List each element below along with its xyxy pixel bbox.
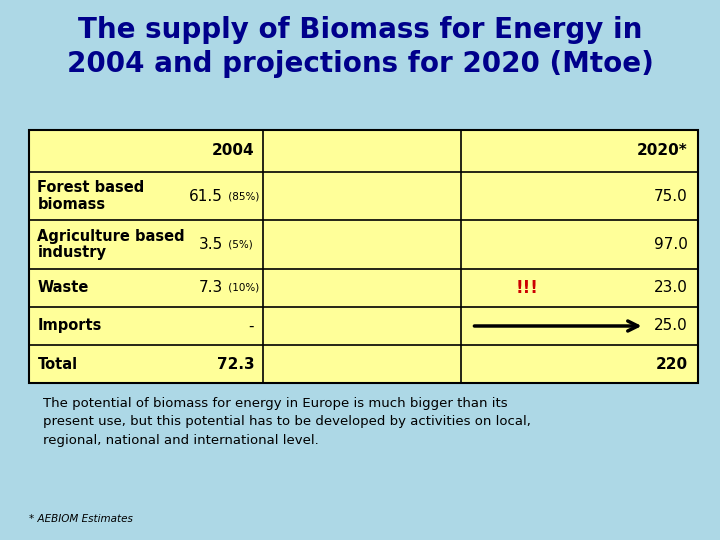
- Text: (10%): (10%): [225, 283, 259, 293]
- Text: 3.5: 3.5: [199, 237, 223, 252]
- Text: 61.5: 61.5: [189, 188, 223, 204]
- Text: 7.3: 7.3: [199, 280, 223, 295]
- Text: (5%): (5%): [225, 239, 253, 249]
- Text: 2004: 2004: [212, 143, 254, 158]
- Text: Total: Total: [37, 357, 78, 372]
- Text: * AEBIOM Estimates: * AEBIOM Estimates: [29, 514, 132, 524]
- Text: The potential of biomass for energy in Europe is much bigger than its
present us: The potential of biomass for energy in E…: [43, 397, 531, 447]
- Text: Agriculture based
industry: Agriculture based industry: [37, 228, 185, 260]
- Text: 23.0: 23.0: [654, 280, 688, 295]
- Text: 75.0: 75.0: [654, 188, 688, 204]
- Text: 2020*: 2020*: [637, 143, 688, 158]
- Text: (85%): (85%): [225, 191, 259, 201]
- Text: 72.3: 72.3: [217, 357, 254, 372]
- Text: !!!: !!!: [516, 279, 539, 296]
- Text: 97.0: 97.0: [654, 237, 688, 252]
- Text: Waste: Waste: [37, 280, 89, 295]
- Text: 220: 220: [655, 357, 688, 372]
- Text: 25.0: 25.0: [654, 319, 688, 334]
- Text: Forest based
biomass: Forest based biomass: [37, 180, 145, 212]
- Text: -: -: [248, 319, 254, 334]
- Text: Imports: Imports: [37, 319, 102, 334]
- Text: The supply of Biomass for Energy in
2004 and projections for 2020 (Mtoe): The supply of Biomass for Energy in 2004…: [66, 16, 654, 78]
